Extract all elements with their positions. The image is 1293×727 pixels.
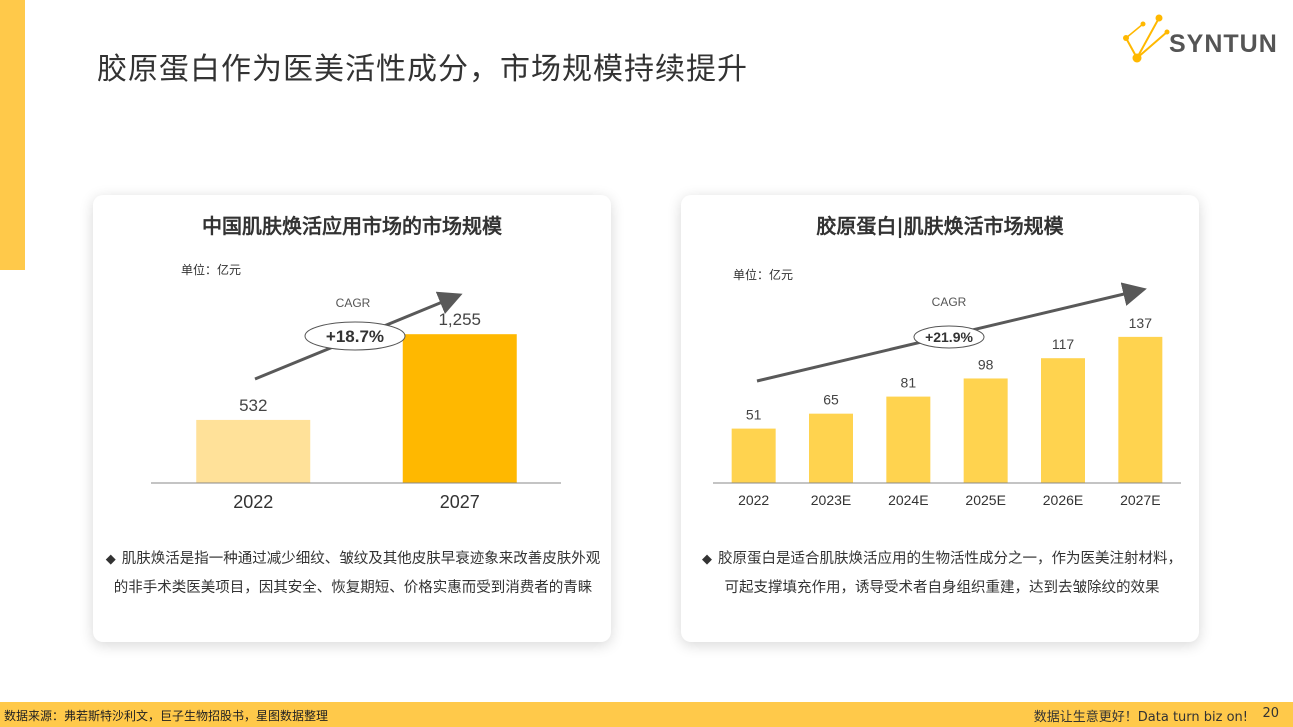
left-chart-unit: 单位：亿元 xyxy=(181,263,242,277)
cagr-value: +21.9% xyxy=(925,329,973,345)
data-label-2027: 1,255 xyxy=(438,310,481,329)
data-label-2025E: 98 xyxy=(978,356,994,372)
x-tick-2025E: 2025E xyxy=(965,492,1005,508)
data-label-2024E: 81 xyxy=(901,375,917,391)
x-tick-2026E: 2026E xyxy=(1043,492,1083,508)
left-accent-bar xyxy=(0,0,25,270)
x-tick-2027E: 2027E xyxy=(1120,492,1160,508)
logo-network-icon xyxy=(1123,14,1170,63)
right-chart-unit: 单位：亿元 xyxy=(733,268,794,282)
bar-2022 xyxy=(196,419,311,483)
footer-slogan: 数据让生意更好！Data turn biz on! xyxy=(1033,710,1248,725)
bar-2025E xyxy=(963,378,1008,483)
data-label-2023E: 65 xyxy=(823,392,839,408)
cagr-oval xyxy=(304,321,406,351)
cagr-value: +18.7% xyxy=(326,327,384,346)
right-chart-title: 胶原蛋白|肌肤焕活市场规模 xyxy=(816,214,1064,238)
right-description: ◆ 胶原蛋白是适合肌肤焕活应用的生物活性成分之一，作为医美注射材料，可起支撑填充作… xyxy=(699,545,1185,603)
cagr-label: CAGR xyxy=(932,295,967,309)
left-description-text: 肌肤焕活是指一种通过减少细纹、皱纹及其他皮肤早衰迹象来改善皮肤外观的非手术类医美… xyxy=(113,551,601,596)
data-label-2027E: 137 xyxy=(1129,315,1153,331)
data-label-2022: 532 xyxy=(239,396,267,415)
left-bar-chart: 532 2022 1,255 2027 +18.7% CAGR xyxy=(151,291,561,512)
right-bar-chart: 51 2022 65 2023E 81 2024E 98 2025E 117 2026E 137 20… xyxy=(713,282,1181,508)
bar-2023E xyxy=(809,413,853,483)
bar-2027 xyxy=(402,334,517,483)
bar-2024E xyxy=(886,396,931,483)
x-tick-2024E: 2024E xyxy=(888,492,928,508)
page-title: 胶原蛋白作为医美活性成分，市场规模持续提升 xyxy=(97,52,748,87)
data-label-2026E: 117 xyxy=(1052,336,1075,352)
logo-text: SYNTUN xyxy=(1169,30,1278,58)
bar-2026E xyxy=(1041,358,1085,483)
left-chart-title: 中国肌肤焕活应用市场的市场规模 xyxy=(202,214,502,238)
data-label-2022: 51 xyxy=(746,407,762,423)
x-tick-2022: 2022 xyxy=(738,492,769,508)
footer-source: 数据来源：弗若斯特沙利文，巨子生物招股书，星图数据整理 xyxy=(4,709,329,723)
bullet-diamond-icon: ◆ xyxy=(105,552,116,567)
bar-2027E xyxy=(1118,336,1163,483)
right-description-text: 胶原蛋白是适合肌肤焕活应用的生物活性成分之一，作为医美注射材料，可起支撑填充作用… xyxy=(718,551,1182,596)
market-size-card: 中国肌肤焕活应用市场的市场规模 单位：亿元 532 2022 1,255 2027 +1… xyxy=(93,195,611,642)
x-tick-2027: 2027 xyxy=(440,492,480,512)
collagen-market-card: 胶原蛋白|肌肤焕活市场规模 单位：亿元 51 2022 65 2023E 81 2024E… xyxy=(681,195,1199,642)
syntun-logo: SYNTUN xyxy=(1115,10,1278,65)
bar-2022 xyxy=(731,428,776,483)
footer-bar: 数据来源：弗若斯特沙利文，巨子生物招股书，星图数据整理 数据让生意更好！Data… xyxy=(0,702,1293,727)
page-number: 20 xyxy=(1262,706,1279,721)
cagr-label: CAGR xyxy=(336,296,371,310)
cagr-oval xyxy=(913,325,985,349)
left-description: ◆ 肌肤焕活是指一种通过减少细纹、皱纹及其他皮肤早衰迹象来改善皮肤外观的非手术类医… xyxy=(105,545,601,603)
bullet-diamond-icon: ◆ xyxy=(702,552,712,567)
x-tick-2022: 2022 xyxy=(233,492,273,512)
x-tick-2023E: 2023E xyxy=(811,492,851,508)
